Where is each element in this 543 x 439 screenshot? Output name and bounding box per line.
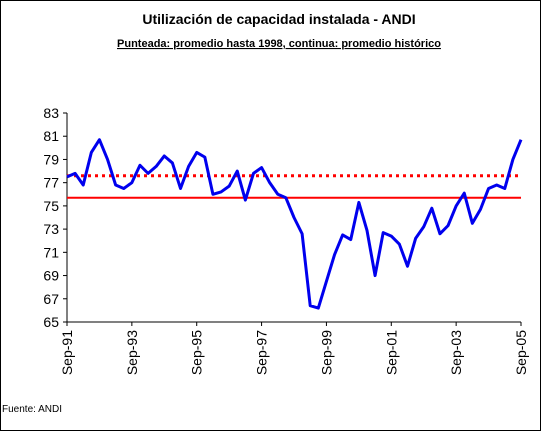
y-tick-label: 83 <box>43 105 59 121</box>
x-tick-label: Sep-97 <box>254 330 270 375</box>
y-tick-label: 65 <box>43 314 59 330</box>
x-tick-label: Sep-91 <box>59 330 75 375</box>
data-line <box>66 138 523 310</box>
y-tick-label: 69 <box>43 268 59 284</box>
y-tick-label: 81 <box>43 128 59 144</box>
x-tick-label: Sep-05 <box>513 330 529 375</box>
y-tick-label: 79 <box>43 151 59 167</box>
x-tick-label: Sep-99 <box>318 330 334 375</box>
chart-subtitle: Punteada: promedio hasta 1998, continua:… <box>117 38 441 50</box>
y-tick-label: 67 <box>43 291 59 307</box>
y-tick-label: 77 <box>43 175 59 191</box>
x-tick-label: Sep-93 <box>124 330 140 375</box>
chart-frame <box>0 0 541 431</box>
x-tick-label: Sep-95 <box>189 330 205 375</box>
y-tick-label: 71 <box>43 244 59 260</box>
y-tick-label: 75 <box>43 198 59 214</box>
x-tick-label: Sep-03 <box>448 330 464 375</box>
x-tick-label: Sep-01 <box>383 330 399 375</box>
chart-title: Utilización de capacidad instalada - AND… <box>142 11 415 27</box>
y-tick-label: 73 <box>43 221 59 237</box>
source-note: Fuente: ANDI <box>2 404 62 415</box>
